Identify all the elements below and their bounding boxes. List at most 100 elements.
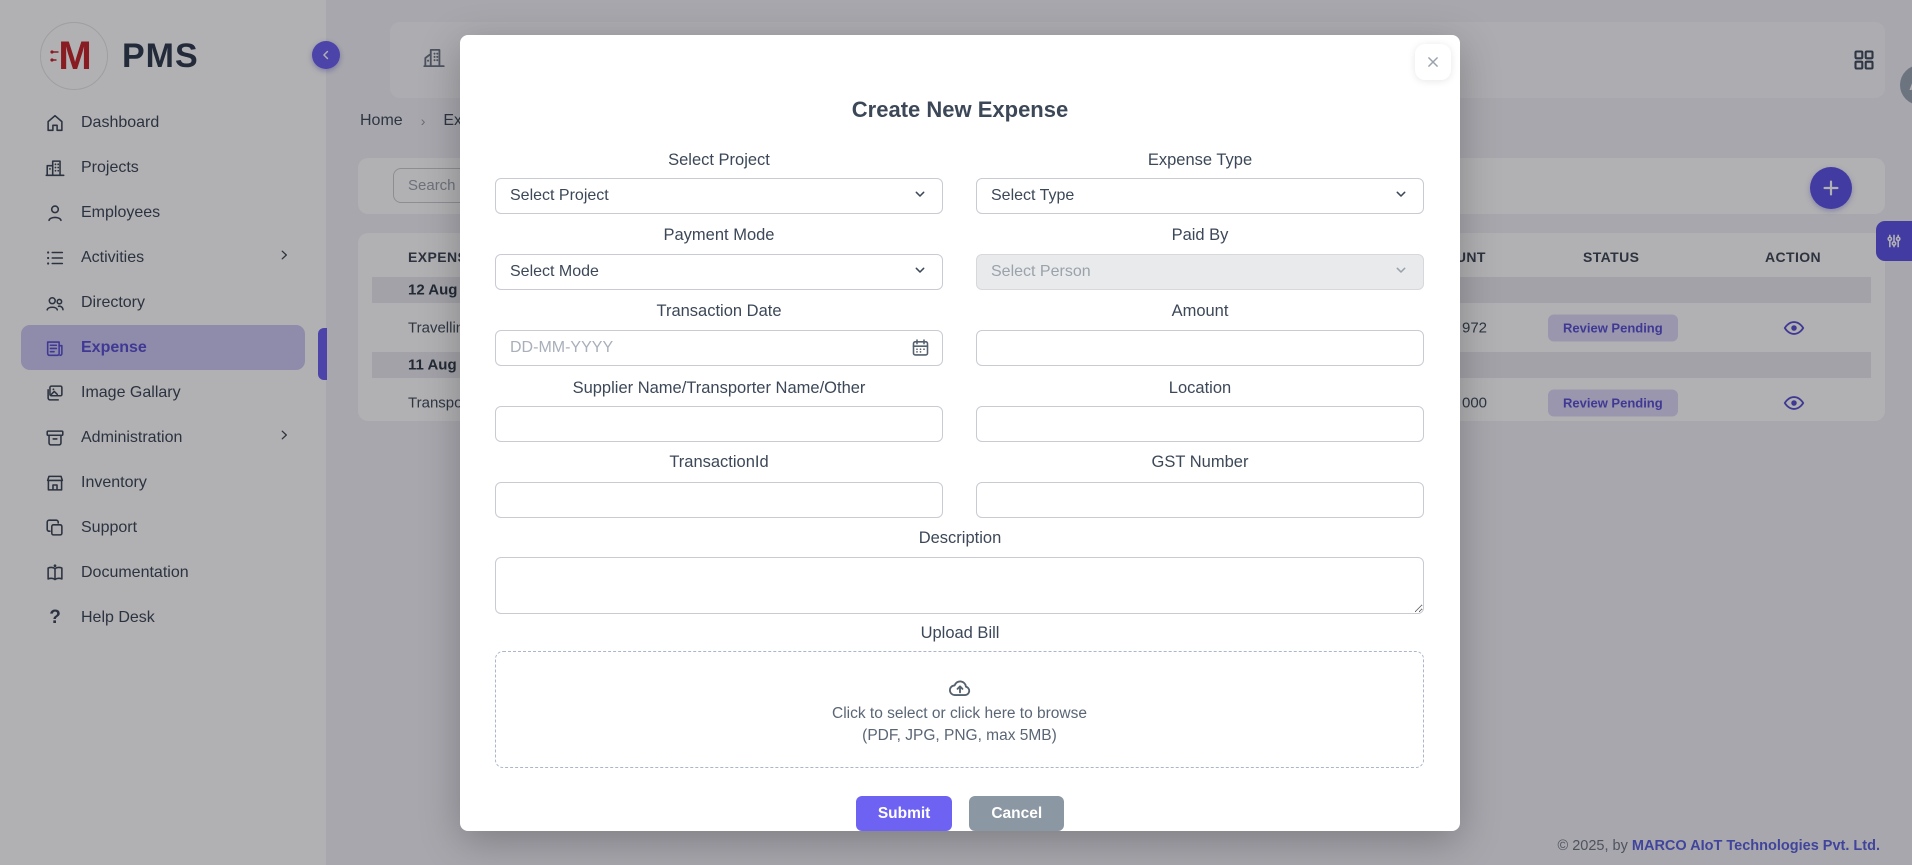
modal-title: Create New Expense	[851, 97, 1069, 122]
expense-type-cell: Transport	[408, 394, 472, 411]
sidebar-item-help-desk[interactable]: ? Help Desk	[21, 595, 305, 640]
upload-bill-label: Upload Bill	[920, 624, 1000, 642]
table-row[interactable]: Travelling 972 Review Pending	[372, 303, 1871, 352]
amount-input[interactable]	[976, 330, 1424, 366]
storefront-icon	[44, 472, 66, 494]
amount-cell: 972	[1462, 319, 1488, 336]
copy-icon	[44, 517, 66, 539]
supplier-name-label: Supplier Name/Transporter Name/Other	[572, 379, 866, 397]
transaction-date-label: Transaction Date	[656, 302, 782, 320]
archive-icon	[44, 427, 66, 449]
transaction-id-label: TransactionId	[669, 453, 769, 471]
copyright-text: © 2025, by	[1557, 838, 1632, 854]
active-item-indicator	[318, 328, 327, 380]
footer: © 2025, by MARCO AIoT Technologies Pvt. …	[0, 838, 1880, 854]
logo-m-icon: M	[40, 22, 108, 90]
projects-tab-icon[interactable]	[421, 45, 447, 76]
upload-dropzone[interactable]: Click to select or click here to browse …	[495, 651, 1424, 768]
column-header-action: ACTION	[1765, 249, 1822, 265]
person-icon	[44, 202, 66, 224]
chevron-down-icon	[912, 262, 928, 283]
modal-actions: Submit Cancel	[460, 796, 1460, 831]
company-link[interactable]: MARCO AIoT Technologies Pvt. Ltd.	[1631, 838, 1880, 854]
chevron-down-icon	[1393, 262, 1409, 283]
select-project-label: Select Project	[668, 151, 770, 169]
cancel-button[interactable]: Cancel	[969, 796, 1065, 831]
table-row[interactable]: Transport 000 Review Pending	[372, 378, 1871, 427]
view-expense-button[interactable]	[1781, 317, 1807, 339]
book-icon	[44, 562, 66, 584]
expense-type-dropdown[interactable]: Select Type	[976, 178, 1424, 214]
breadcrumb-home[interactable]: Home	[360, 112, 403, 129]
supplier-name-input[interactable]	[495, 406, 943, 442]
home-icon	[44, 112, 66, 134]
status-badge: Review Pending	[1548, 314, 1678, 341]
amount-cell: 000	[1462, 394, 1488, 411]
chevron-down-icon	[912, 186, 928, 207]
sidebar-menu: Dashboard Projects Employees Activities …	[0, 100, 326, 640]
chevron-right-icon	[277, 428, 291, 447]
cloud-upload-icon	[948, 680, 970, 696]
transaction-date-input[interactable]	[495, 330, 943, 366]
sidebar-item-dashboard[interactable]: Dashboard	[21, 100, 305, 145]
chevron-right-icon	[277, 248, 291, 267]
brand-logo: M PMS	[40, 22, 199, 90]
theme-customizer-button[interactable]	[1876, 221, 1912, 261]
sidebar-item-activities[interactable]: Activities	[21, 235, 305, 280]
sidebar-item-support[interactable]: Support	[21, 505, 305, 550]
expense-type-cell: Travelling	[408, 319, 473, 336]
user-avatar[interactable]: AD	[1900, 65, 1912, 105]
submit-button[interactable]: Submit	[855, 796, 953, 831]
logo-circuit-icon	[50, 50, 59, 62]
sliders-icon	[1887, 234, 1901, 248]
column-header-expense: EXPENSE	[408, 249, 477, 265]
chevron-left-icon	[323, 50, 329, 60]
paid-by-dropdown: Select Person	[976, 254, 1424, 290]
buildings-icon	[44, 157, 66, 179]
plus-icon	[1823, 180, 1839, 196]
location-input[interactable]	[976, 406, 1424, 442]
breadcrumb-separator-icon: ›	[420, 113, 426, 129]
sidebar-item-expense[interactable]: Expense	[21, 325, 305, 370]
create-expense-modal: Create New Expense Select Project Expens…	[460, 35, 1460, 831]
view-expense-button[interactable]	[1781, 392, 1807, 414]
table-header-row: EXPENSE AMOUNT STATUS ACTION	[372, 240, 1871, 274]
sidebar: M PMS Dashboard Projects Employees Activ…	[0, 0, 340, 865]
sidebar-item-image-gallary[interactable]: Image Gallary	[21, 370, 305, 415]
payment-mode-label: Payment Mode	[663, 226, 775, 244]
transaction-id-input[interactable]	[495, 482, 943, 518]
gst-number-input[interactable]	[976, 482, 1424, 518]
column-header-status: STATUS	[1583, 249, 1640, 265]
amount-label: Amount	[1171, 302, 1229, 320]
gst-number-label: GST Number	[1151, 453, 1249, 471]
sidebar-item-administration[interactable]: Administration	[21, 415, 305, 460]
receipt-icon	[44, 337, 66, 359]
image-icon	[44, 382, 66, 404]
payment-mode-dropdown[interactable]: Select Mode	[495, 254, 943, 290]
location-label: Location	[1168, 379, 1232, 397]
sidebar-item-inventory[interactable]: Inventory	[21, 460, 305, 505]
select-project-dropdown[interactable]: Select Project	[495, 178, 943, 214]
description-textarea[interactable]	[495, 557, 1424, 614]
expense-type-label: Expense Type	[1147, 151, 1253, 169]
apps-grid-icon[interactable]	[1852, 48, 1876, 77]
close-icon	[1428, 57, 1438, 67]
sidebar-item-employees[interactable]: Employees	[21, 190, 305, 235]
sidebar-collapse-button[interactable]	[312, 41, 340, 69]
chevron-down-icon	[1393, 186, 1409, 207]
upload-hint-line1: Click to select or click here to browse	[832, 704, 1087, 722]
people-icon	[44, 292, 66, 314]
question-icon: ?	[49, 606, 61, 628]
modal-close-button[interactable]	[1415, 44, 1451, 80]
description-label: Description	[918, 529, 1002, 547]
sidebar-item-projects[interactable]: Projects	[21, 145, 305, 190]
paid-by-label: Paid By	[1171, 226, 1229, 244]
add-expense-button[interactable]	[1810, 167, 1852, 209]
sidebar-item-documentation[interactable]: Documentation	[21, 550, 305, 595]
upload-hint-line2: (PDF, JPG, PNG, max 5MB)	[862, 726, 1057, 744]
sidebar-item-directory[interactable]: Directory	[21, 280, 305, 325]
brand-name: PMS	[122, 36, 199, 75]
transaction-date-field	[495, 330, 943, 366]
list-icon	[44, 247, 66, 269]
